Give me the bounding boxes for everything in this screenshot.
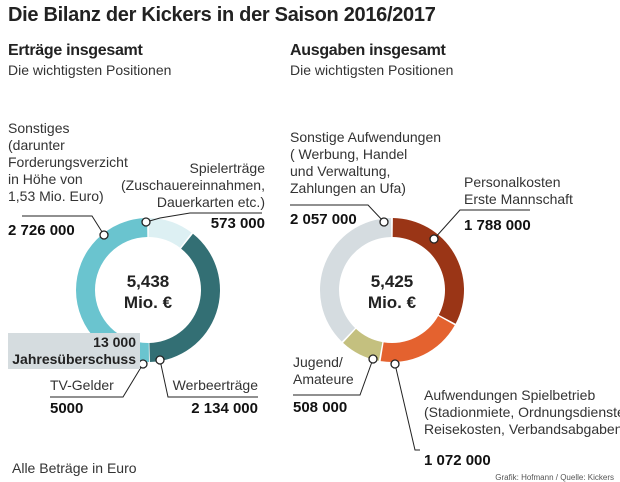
label-line: und Verwaltung, xyxy=(290,163,391,179)
label-line: Erste Mannschaft xyxy=(464,191,573,207)
label-line: Reisekosten, Verbandsabgaben) xyxy=(424,421,620,437)
footer-credit: Grafik: Hofmann / Quelle: Kickers xyxy=(495,473,614,482)
label-line: Amateure xyxy=(293,371,354,387)
label-line: Dauerkarten etc.) xyxy=(156,194,265,210)
label-line: (darunter xyxy=(8,137,65,153)
value-jugend: 508 000 xyxy=(293,399,348,416)
leader-dot xyxy=(429,234,439,244)
label-spielbetrieb: Aufwendungen Spielbetrieb (Stadionmiete, … xyxy=(424,387,620,438)
label-line: Forderungsverzicht xyxy=(8,154,128,170)
label-line: Zahlungen an Ufa) xyxy=(290,180,406,196)
label-sonstiges: Sonstiges (darunter Forderungsverzicht in H… xyxy=(8,120,128,205)
donut-slice xyxy=(392,218,465,324)
label-line: Spielerträge xyxy=(189,160,266,176)
value-werbe: 2 134 000 xyxy=(191,400,258,417)
surplus-label: Jahresüberschuss xyxy=(12,351,136,367)
label-line: Personalkosten xyxy=(464,174,561,190)
label-line: Aufwendungen Spielbetrieb xyxy=(424,387,596,403)
leader-line xyxy=(290,204,385,223)
donut-slice xyxy=(148,218,192,248)
leader-dot xyxy=(141,217,151,227)
leader-dot xyxy=(379,217,389,227)
left-chart-title: Erträge insgesamt xyxy=(8,42,143,59)
label-line: in Höhe von xyxy=(8,171,83,187)
center-unit: Mio. € xyxy=(367,293,417,312)
right-chart-subtitle: Die wichtigsten Positionen xyxy=(290,62,454,78)
label-line: Sonstiges xyxy=(8,120,70,136)
label-spielertraege: Spielerträge (Zuschauereinnahmen, Dauerkar… xyxy=(121,160,265,211)
label-line: (Zuschauereinnahmen, xyxy=(121,177,265,193)
center-value: 5,438 xyxy=(126,272,170,291)
right-chart-title: Ausgaben insgesamt xyxy=(290,42,446,59)
donut-slice xyxy=(380,315,455,362)
value-personalkosten: 1 788 000 xyxy=(464,217,531,234)
label-werbe: Werbeerträge xyxy=(172,377,258,393)
value-sonstige-aufwendungen: 2 057 000 xyxy=(290,211,357,228)
center-unit: Mio. € xyxy=(123,293,173,312)
right-center-total: 5,425 Mio. € xyxy=(342,271,442,313)
center-value: 5,425 xyxy=(370,272,414,291)
leader-line xyxy=(22,215,105,236)
value-tv: 5000 xyxy=(50,400,84,417)
leader-dot xyxy=(368,354,378,364)
leader-line xyxy=(159,359,258,398)
label-line: ( Werbung, Handel xyxy=(290,146,408,162)
label-line: 1,53 Mio. Euro) xyxy=(8,188,104,204)
leader-dot xyxy=(155,355,165,365)
donut-slice xyxy=(76,218,148,362)
leader-line xyxy=(433,209,530,240)
donut-slice xyxy=(343,328,383,361)
value-sonstiges: 2 726 000 xyxy=(8,222,75,239)
leader-line xyxy=(394,363,420,451)
left-chart-subtitle: Die wichtigsten Positionen xyxy=(8,62,172,78)
label-sonstige-aufwendungen: Sonstige Aufwendungen( Werbung, Handel un… xyxy=(290,129,441,197)
label-line: Sonstige Aufwendungen xyxy=(290,129,442,145)
leader-dot xyxy=(99,230,109,240)
value-spielertraege: 573 000 xyxy=(210,215,265,232)
label-line: Jugend/ xyxy=(293,354,343,370)
label-tv: TV-Gelder xyxy=(50,377,114,393)
leader-line xyxy=(293,358,374,396)
leader-dot xyxy=(138,359,148,369)
donut-slice xyxy=(320,218,392,342)
label-jugend: Jugend/Amateure xyxy=(293,354,354,388)
donut-slice xyxy=(149,233,220,362)
label-line: (Stadionmiete, Ordnungsdienste, xyxy=(424,404,620,420)
surplus-value: 13 000 xyxy=(93,334,136,350)
label-personalkosten: Personalkosten Erste Mannschaft xyxy=(464,174,573,208)
jahresueberschuss-box: 13 000 Jahresüberschuss xyxy=(8,333,140,369)
leader-dot xyxy=(390,359,400,369)
left-center-total: 5,438 Mio. € xyxy=(98,271,198,313)
page-title: Die Bilanz der Kickers in der Saison 201… xyxy=(8,4,436,26)
leader-line xyxy=(50,363,144,398)
footer-note: Alle Beträge in Euro xyxy=(12,460,137,476)
leader-line xyxy=(145,212,262,223)
value-spielbetrieb: 1 072 000 xyxy=(424,452,491,469)
